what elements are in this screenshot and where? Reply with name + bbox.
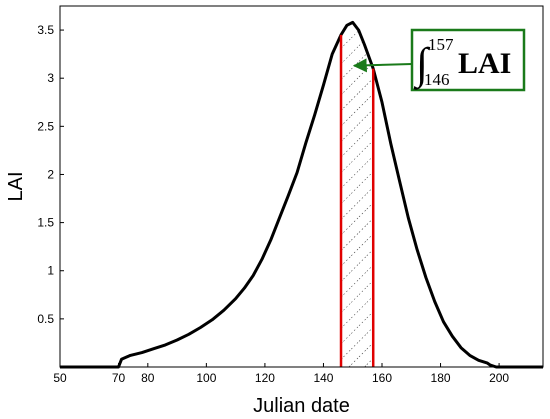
y-tick-label: 2.5 [37,119,54,133]
plot-area [60,20,543,369]
x-tick-label: 180 [431,371,451,385]
y-tick-label: 0.5 [37,312,54,326]
axes-frame [59,5,544,368]
y-tick-label: 1 [47,264,54,278]
y-tick-label: 2 [47,167,54,181]
integral-sign: ∫ [413,39,431,90]
x-axis-ticks: 50 70 80 100 120 140 160 180 200 [53,363,509,385]
annotation-arrow [352,58,413,73]
annotation-box [410,28,526,92]
x-tick-label: 140 [313,371,333,385]
x-axis-label: Julian date [253,395,350,417]
x-tick-label: 160 [372,371,392,385]
lai-curve [60,20,543,369]
x-tick-label: 120 [255,371,275,385]
y-tick-label: 1.5 [37,216,54,230]
x-tick-label: 50 [53,371,67,385]
x-tick-label: 200 [489,371,509,385]
x-tick-label: 80 [141,371,155,385]
integral-annotation: ∫ 157 146 LAI [352,28,526,92]
integral-upper-limit: 157 [428,35,454,54]
y-axis-ticks: 0.5 1 1.5 2 2.5 3 3.5 [37,23,64,326]
integral-variable: LAI [458,47,511,80]
y-axis-label: LAI [5,171,27,201]
x-tick-label: 70 [112,371,126,385]
x-tick-label: 100 [196,371,216,385]
integral-shaded-region [341,22,374,368]
integral-lower-limit: 146 [424,70,450,89]
y-tick-label: 3 [47,71,54,85]
y-tick-label: 3.5 [37,23,54,37]
